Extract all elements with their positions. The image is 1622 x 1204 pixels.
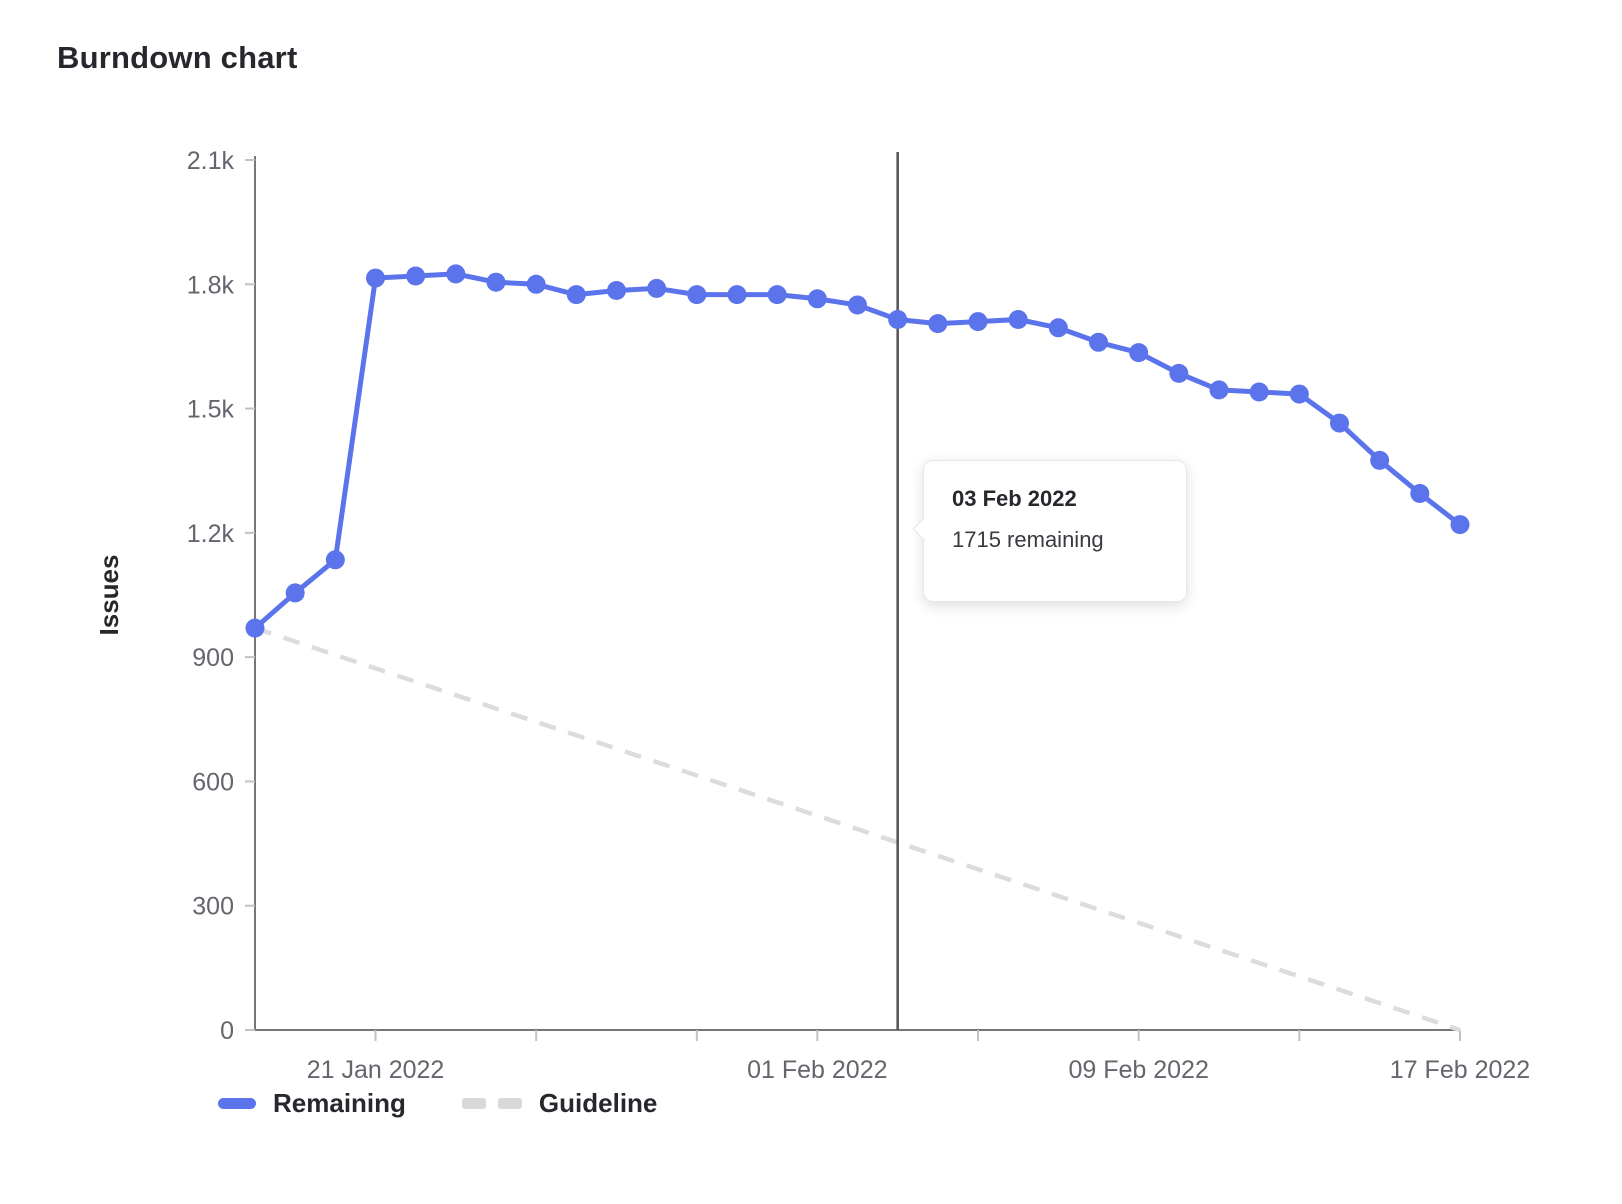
data-point[interactable]: [1450, 515, 1470, 535]
x-axis-tick-label: 17 Feb 2022: [1390, 1056, 1530, 1084]
data-point[interactable]: [406, 266, 426, 286]
y-axis-title: Issues: [94, 555, 124, 636]
remaining-series-line[interactable]: [252, 271, 1463, 631]
data-point[interactable]: [1209, 380, 1229, 400]
legend-label-remaining: Remaining: [273, 1088, 406, 1118]
x-axis-tick-label: 01 Feb 2022: [747, 1056, 887, 1084]
x-axis-tick-label: 09 Feb 2022: [1068, 1056, 1208, 1084]
data-point[interactable]: [526, 274, 546, 294]
guideline-swatch-icon: [461, 1098, 522, 1110]
data-point[interactable]: [1169, 363, 1189, 383]
data-point[interactable]: [888, 310, 908, 329]
legend-label-guideline: Guideline: [538, 1088, 658, 1118]
chart-tooltip: 03 Feb 2022 1715 remaining: [912, 460, 1187, 602]
legend-item-guideline[interactable]: Guideline: [461, 1088, 658, 1119]
data-point[interactable]: [1249, 382, 1269, 402]
guideline-series-line: [254, 626, 1461, 1033]
data-point[interactable]: [1129, 343, 1149, 363]
y-axis-tick-label: 1.5k: [187, 396, 235, 424]
tooltip-date: 03 Feb 2022: [952, 486, 1077, 511]
data-point[interactable]: [1289, 384, 1309, 404]
y-axis-tick-label: 1.8k: [187, 271, 235, 299]
y-axis-tick-label: 1.2k: [187, 520, 235, 548]
y-axis-tick-label: 900: [192, 644, 234, 672]
y-axis-tick-label: 0: [220, 1017, 234, 1045]
data-point[interactable]: [1330, 413, 1349, 433]
data-point[interactable]: [446, 264, 466, 284]
data-point[interactable]: [647, 278, 667, 298]
data-point[interactable]: [687, 285, 707, 305]
data-point[interactable]: [848, 295, 867, 315]
data-point[interactable]: [928, 314, 948, 334]
chart-legend: Remaining Guideline: [218, 1088, 657, 1119]
data-point[interactable]: [486, 272, 506, 292]
axis-lines: [254, 156, 1460, 1031]
legend-item-remaining[interactable]: Remaining: [218, 1088, 406, 1119]
data-point[interactable]: [968, 312, 988, 332]
data-point[interactable]: [1370, 450, 1390, 470]
x-axis-tick-label: 21 Jan 2022: [307, 1056, 445, 1084]
y-axis-tick-label: 600: [192, 768, 234, 796]
data-point[interactable]: [325, 550, 345, 570]
remaining-swatch-icon: [218, 1098, 256, 1110]
data-point[interactable]: [727, 285, 747, 305]
y-axis-tick-label: 2.1k: [187, 147, 235, 175]
data-point[interactable]: [1410, 484, 1430, 503]
y-axis-tick-label: 300: [192, 893, 234, 921]
data-point[interactable]: [245, 618, 265, 638]
data-point[interactable]: [767, 285, 787, 305]
page-title: Burndown chart: [57, 40, 298, 75]
tooltip-remaining: 1715 remaining: [952, 527, 1104, 552]
data-point[interactable]: [1048, 318, 1068, 338]
data-point[interactable]: [607, 281, 626, 300]
data-point[interactable]: [566, 285, 586, 305]
data-point[interactable]: [1089, 332, 1108, 352]
data-point[interactable]: [285, 583, 305, 603]
data-point[interactable]: [366, 268, 385, 288]
data-point[interactable]: [1008, 310, 1028, 329]
data-point[interactable]: [807, 289, 827, 309]
